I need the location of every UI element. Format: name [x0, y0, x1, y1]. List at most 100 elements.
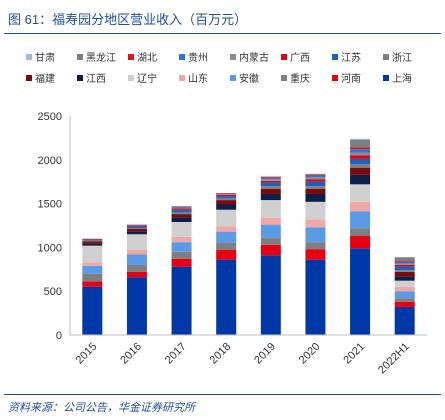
bar-segment-2018-14	[216, 243, 237, 251]
bar-segment-2020-5	[305, 177, 326, 180]
bar-segment-2016-8	[126, 228, 147, 230]
bar-segment-2021-6	[350, 155, 371, 159]
bar-segment-2018-10	[216, 204, 237, 210]
bar-segment-2017-14	[171, 251, 192, 259]
bar-segment-2020-2	[305, 173, 326, 175]
y-tick-label: 1500	[38, 199, 62, 211]
legend-label: 江苏	[341, 53, 361, 64]
bar-segment-2016-11	[126, 234, 147, 251]
bar-segment-2020-15	[305, 249, 326, 260]
bar-segment-2021-9	[350, 167, 371, 175]
bar-segment-2022H1-5	[394, 263, 415, 265]
legend-label: 浙江	[392, 53, 412, 64]
bar-segment-2022H1-15	[394, 301, 415, 307]
bar-segment-2020-3	[305, 174, 326, 176]
bar-segment-2021-15	[350, 236, 371, 249]
bar-segment-2021-3	[350, 147, 371, 150]
x-tick-label: 2022H1	[376, 341, 412, 377]
legend-item-9: 福建	[26, 70, 77, 85]
bar-segment-2021-5	[350, 152, 371, 156]
bar-segment-2022H1-2	[394, 257, 415, 261]
bar-segment-2016-16	[126, 277, 147, 335]
bar-segment-2018-11	[216, 209, 237, 227]
legend-item-7: 江苏	[332, 49, 383, 64]
legend-marker	[383, 74, 389, 81]
legend-item-2: 黑龙江	[77, 49, 128, 64]
bar-segment-2019-11	[260, 200, 281, 218]
bar-segment-2015-16	[82, 286, 103, 335]
bar-segment-2019-16	[260, 255, 281, 335]
bar-segment-2020-11	[305, 201, 326, 220]
source-divider	[4, 394, 441, 395]
y-tick-label: 2000	[38, 155, 62, 167]
x-tick-label: 2017	[163, 341, 189, 367]
bar-segment-2018-8	[216, 198, 237, 201]
bar-segment-2020-6	[305, 179, 326, 182]
bar-segment-2015-14	[82, 273, 103, 282]
title-divider	[4, 33, 441, 34]
bar-segment-2017-16	[171, 266, 192, 335]
bar-segment-2021-10	[350, 174, 371, 185]
y-tick-label: 2500	[38, 111, 62, 123]
bar-segment-2018-9	[216, 200, 237, 205]
legend-label: 广西	[290, 53, 310, 64]
legend-label: 江西	[86, 74, 106, 85]
bar-segment-2015-11	[82, 245, 103, 263]
bar-segment-2016-6	[126, 225, 147, 227]
legend-marker	[332, 53, 338, 60]
bar-segment-2022H1-13	[394, 291, 415, 299]
bar-segment-2016-12	[126, 250, 147, 255]
bar-segment-2018-7	[216, 196, 237, 199]
bar-segment-2019-5	[260, 179, 281, 181]
bar-segment-2019-4	[260, 177, 281, 180]
bar-segment-2022H1-16	[394, 306, 415, 335]
bar-segment-2021-16	[350, 248, 371, 335]
legend-marker	[128, 53, 134, 60]
legend-item-15: 河南	[332, 70, 383, 85]
legend-item-11: 辽宁	[128, 70, 179, 85]
bar-segment-2017-9	[171, 214, 192, 218]
legend-item-14: 重庆	[281, 70, 332, 85]
legend-label: 福建	[35, 74, 55, 85]
bar-segment-2019-3	[260, 176, 281, 178]
legend-item-1: 甘肃	[26, 49, 77, 64]
bar-group	[82, 138, 415, 335]
bar-segment-2018-15	[216, 250, 237, 260]
legend-label: 湖北	[137, 53, 157, 64]
bar-segment-2022H1-7	[394, 266, 415, 271]
bar-segment-2017-10	[171, 217, 192, 222]
bar-segment-2018-12	[216, 226, 237, 232]
bar-segment-2015-8	[82, 240, 103, 242]
bar-segment-2018-13	[216, 231, 237, 244]
bar-segment-2021-1	[350, 138, 371, 140]
bar-segment-2022H1-4	[394, 261, 415, 264]
chart-title: 图 61：福寿园分地区营业收入（百万元）	[8, 12, 248, 27]
bar-segment-2020-8	[305, 186, 326, 189]
bar-segment-2021-8	[350, 164, 371, 168]
bar-segment-2016-14	[126, 264, 147, 272]
legend-label: 重庆	[290, 74, 310, 85]
bar-segment-2020-13	[305, 227, 326, 243]
bar-segment-2019-6	[260, 180, 281, 183]
bar-segment-2018-16	[216, 259, 237, 335]
legend-marker	[26, 74, 32, 81]
legend-label: 河南	[341, 74, 361, 85]
legend-label: 黑龙江	[86, 53, 116, 64]
bar-segment-2017-11	[171, 222, 192, 237]
legend-label: 贵州	[188, 53, 208, 64]
legend-item-6: 广西	[281, 49, 332, 64]
legend-marker	[179, 74, 185, 81]
x-tick-label: 2018	[208, 341, 234, 367]
bar-segment-2017-4	[171, 206, 192, 208]
legend-marker	[179, 53, 185, 60]
legend-item-8: 浙江	[383, 49, 434, 64]
bar-segment-2015-9	[82, 241, 103, 244]
x-tick-label: 2015	[74, 341, 100, 367]
bar-segment-2017-5	[171, 207, 192, 209]
bar-segment-2021-7	[350, 158, 371, 165]
bar-segment-2016-15	[126, 271, 147, 278]
x-tick-label: 2020	[297, 341, 323, 367]
bar-segment-2016-13	[126, 254, 147, 265]
legend-item-4: 贵州	[179, 49, 230, 64]
